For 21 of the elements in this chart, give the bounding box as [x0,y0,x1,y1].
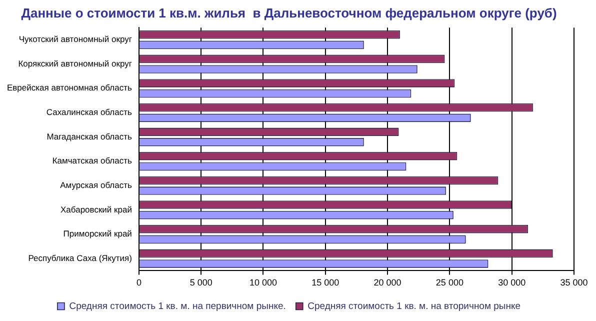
y-tick-label: Чукотский автономный округ [18,34,132,44]
y-tick-label: Сахалинская область [46,107,132,118]
legend-label: Средняя стоимость 1 кв. м. на вторичном рынке [308,300,521,312]
y-tick-label: Корякский автономный округ [18,58,132,68]
chart-title: Данные о стоимости 1 кв.м. жилья в Дальневосточном федеральном округе (руб) [21,5,557,20]
x-tick-label: 5 000 [190,278,212,288]
x-tick-label: 25 000 [436,278,464,288]
y-tick-label: Еврейская автономная область [6,82,132,93]
x-tick-label: 35 000 [560,278,588,288]
legend-label: Средняя стоимость 1 кв. м. на первичном рынке. [69,300,286,312]
x-tick-label: 15 000 [312,278,340,288]
y-tick-label: Магаданская область [46,131,133,142]
y-tick-label: Республика Саха (Якутия) [28,252,132,263]
x-tick-label: 10 000 [249,278,278,288]
y-tick-label: Амурская область [60,180,133,190]
x-tick-label: 30 000 [498,278,526,288]
y-tick-label: Приморский край [63,228,132,239]
y-tick-label: Камчатская область [52,156,133,166]
x-tick-label: 0 [136,278,142,288]
x-tick-label: 20 000 [374,278,402,288]
y-tick-label: Хабаровский край [60,204,132,214]
